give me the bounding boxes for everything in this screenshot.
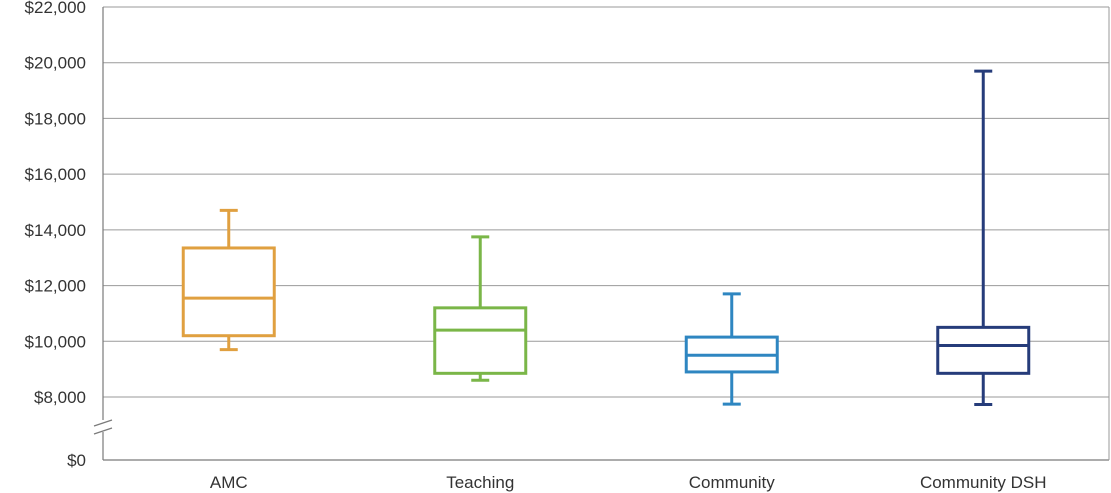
iqr-box [181, 246, 276, 338]
x-category-label: Teaching [446, 473, 514, 492]
x-category-label: Community [689, 473, 775, 492]
y-tick-label: $18,000 [25, 109, 86, 128]
x-axis-category-labels: AMC Teaching Community Community DSH [210, 473, 1047, 492]
box-amc [181, 208, 276, 352]
iqr-box [936, 325, 1031, 375]
axes [93, 7, 1110, 461]
x-category-label: Community DSH [920, 473, 1047, 492]
axis-break-icon [93, 419, 113, 435]
box-teaching [433, 235, 528, 382]
box-community-dsh [936, 69, 1031, 406]
boxes [181, 69, 1031, 406]
iqr-box [433, 306, 528, 375]
y-tick-label: $14,000 [25, 221, 86, 240]
y-axis-tick-labels: $0 $8,000 $10,000 $12,000 $14,000 $16,000 $18,… [25, 0, 86, 470]
box-community [684, 292, 779, 406]
y-tick-label: $10,000 [25, 332, 86, 351]
y-tick-label: $16,000 [25, 165, 86, 184]
y-tick-label: $0 [67, 451, 86, 470]
y-tick-label: $12,000 [25, 277, 86, 296]
x-category-label: AMC [210, 473, 248, 492]
y-tick-label: $20,000 [25, 54, 86, 73]
y-tick-label: $8,000 [34, 388, 86, 407]
y-tick-label: $22,000 [25, 0, 86, 17]
